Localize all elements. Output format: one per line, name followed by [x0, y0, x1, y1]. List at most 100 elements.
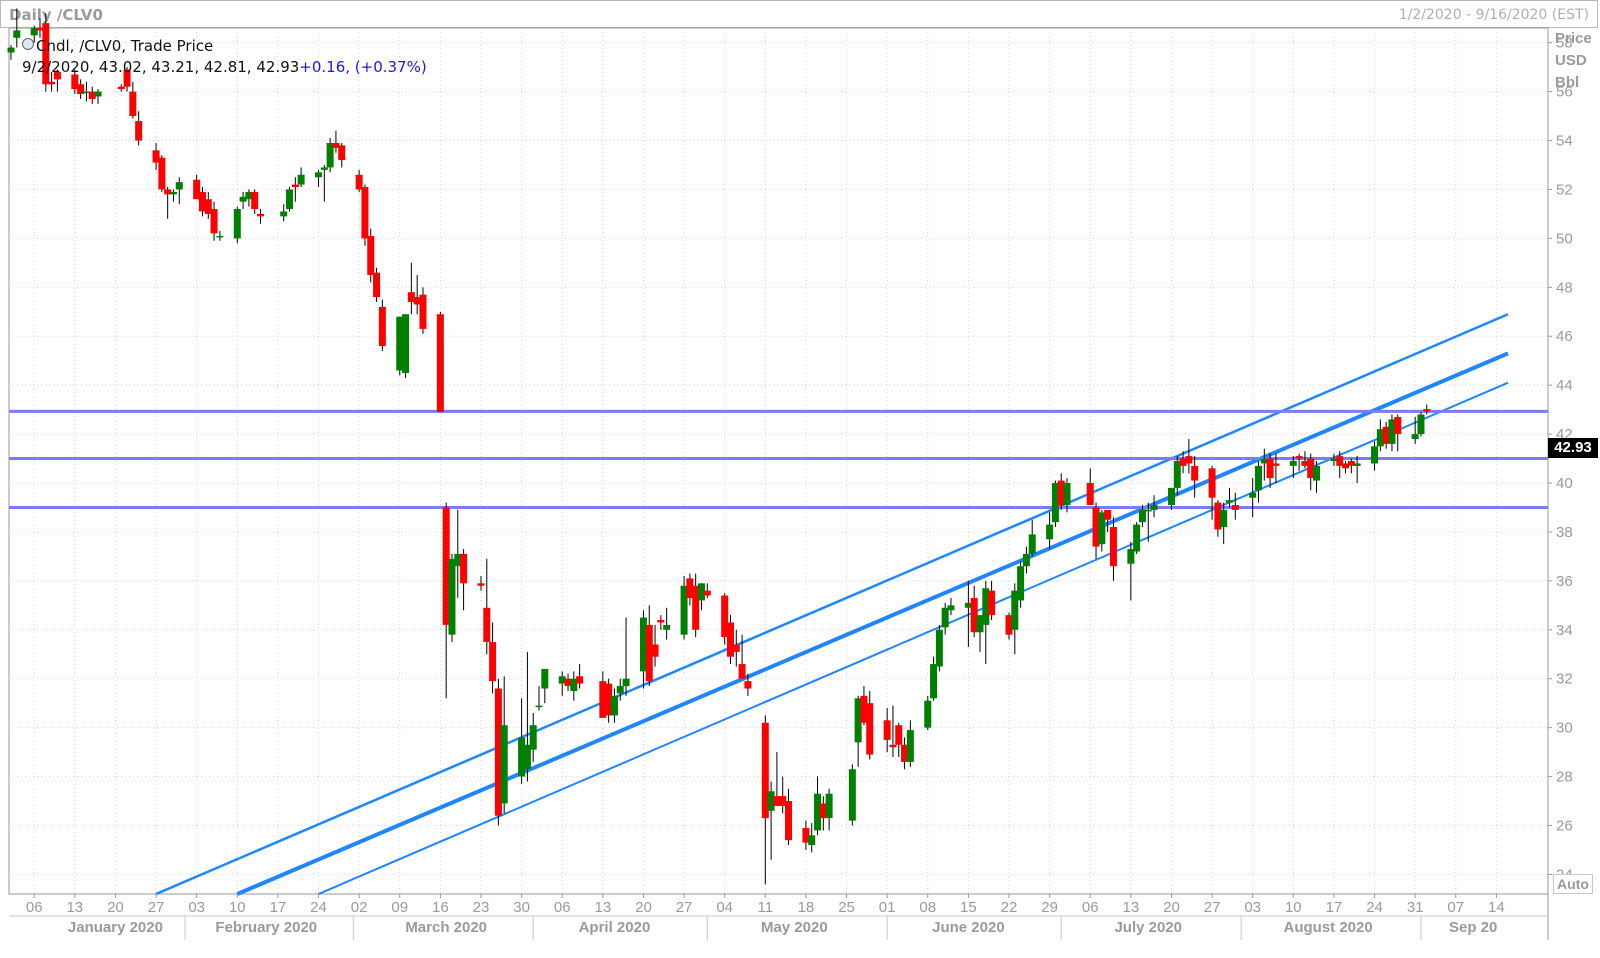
price-tick-label: 32 [1556, 671, 1573, 688]
candle-body [523, 744, 531, 770]
candle-body [489, 642, 497, 682]
candle-body [686, 578, 694, 598]
price-tick-label: 26 [1556, 818, 1573, 835]
candle-body [332, 142, 340, 148]
price-tick-label: 48 [1556, 279, 1573, 296]
ohlc-values: 9/2/2020, 43.02, 43.21, 42.81, 42.93 [22, 58, 300, 76]
candle-body [297, 174, 305, 185]
candle-body [361, 187, 369, 239]
date-range: 1/2/2020 - 9/16/2020 (EST) [1398, 7, 1589, 23]
candle-body [785, 801, 793, 841]
candle-body [419, 294, 427, 329]
time-tick-label: 03 [1244, 899, 1261, 916]
auto-scale-button[interactable]: Auto [1553, 874, 1593, 894]
candlesticks [7, 8, 1431, 885]
candle-body [500, 725, 508, 804]
candle-body [436, 314, 444, 413]
candle-body [286, 189, 294, 210]
candle-body [1127, 549, 1135, 564]
settings-icon[interactable] [22, 38, 34, 50]
candle-body [535, 705, 543, 708]
time-tick-label: 01 [879, 899, 896, 916]
candle-body [663, 624, 671, 630]
candle-body [1342, 463, 1350, 469]
candle-body [1063, 483, 1071, 506]
month-label: February 2020 [215, 919, 317, 936]
candle-body [367, 235, 375, 276]
candle-body [901, 744, 909, 762]
time-tick-label: 13 [66, 899, 83, 916]
price-tick-label: 34 [1556, 622, 1573, 639]
candle-body [825, 793, 833, 819]
candle-body [1214, 502, 1222, 530]
candle-body [164, 189, 172, 195]
candle-body [680, 585, 688, 635]
time-tick-label: 04 [716, 899, 733, 916]
candle-body [210, 209, 218, 234]
candle-body [1150, 505, 1158, 510]
candle-body [1301, 461, 1309, 466]
candle-body [1336, 456, 1344, 466]
candle-body [175, 182, 183, 190]
candle-body [964, 602, 972, 608]
time-tick-label: 22 [1001, 899, 1018, 916]
candle-body [204, 199, 212, 214]
time-tick-label: 02 [351, 899, 368, 916]
candle-body [193, 179, 201, 200]
time-tick-label: 03 [188, 899, 205, 916]
candle-body [1185, 456, 1193, 464]
chart-legend: Cndl, /CLV0, Trade Price 9/2/2020, 43.02… [22, 36, 427, 78]
candle-body [1272, 463, 1280, 466]
month-label: January 2020 [68, 919, 163, 936]
unit-price: Price [1555, 30, 1592, 47]
gridlines [9, 28, 1548, 894]
candle-body [924, 700, 932, 728]
legend-values-line: 9/2/2020, 43.02, 43.21, 42.81, 42.93+0.1… [22, 57, 427, 78]
candle-body [1017, 566, 1025, 601]
candle-body [396, 316, 404, 371]
candle-body [1353, 463, 1361, 466]
candle-body [1191, 465, 1199, 481]
candle-body [158, 157, 166, 190]
time-tick-label: 17 [270, 899, 287, 916]
candle-body [1179, 458, 1187, 466]
candle-body [970, 597, 978, 633]
candle-body [48, 81, 56, 85]
candle-body [645, 624, 653, 682]
time-axis: 06 13 20 27 03 10 17 24 02 09 16 23 30 06 13 20 27 04 11 18… [9, 894, 1548, 940]
candle-body [1098, 512, 1106, 545]
time-tick-label: 13 [1123, 899, 1140, 916]
candle-body [407, 292, 415, 302]
candle-body [169, 191, 177, 195]
candle-body [906, 730, 914, 762]
candle-body [373, 272, 381, 298]
candle-body [866, 703, 874, 755]
candle-body [599, 681, 607, 718]
candle-body [1046, 524, 1054, 540]
candle-body [1289, 461, 1297, 466]
month-label: March 2020 [405, 919, 487, 936]
candle-body [848, 769, 856, 821]
time-tick-label: 16 [432, 899, 449, 916]
candle-body [1051, 483, 1059, 523]
candle-body [88, 91, 96, 99]
candle-body [982, 588, 990, 625]
candle-body [1411, 434, 1419, 439]
candle-body [558, 676, 566, 684]
time-tick-label: 06 [1082, 899, 1099, 916]
time-tick-label: 20 [1163, 899, 1180, 916]
candle-body [152, 150, 160, 163]
candle-body [1376, 429, 1384, 447]
candle-body [483, 607, 491, 643]
time-tick-label: 06 [26, 899, 43, 916]
candle-body [1109, 527, 1117, 567]
horizontal-levels[interactable] [9, 409, 1548, 509]
price-tick-label: 56 [1556, 84, 1573, 101]
candle-body [30, 28, 38, 36]
candle-body [1138, 509, 1146, 523]
candle-body [976, 615, 984, 633]
candle-body [1104, 509, 1112, 520]
candle-body [129, 91, 137, 117]
candle-body [326, 142, 334, 168]
